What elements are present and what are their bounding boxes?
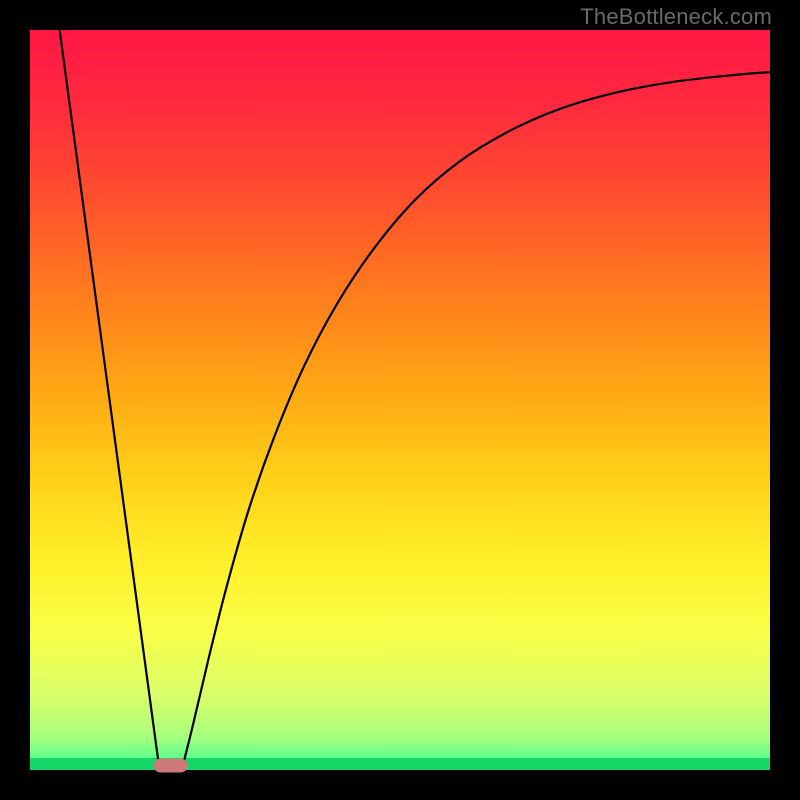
gradient-background [30, 30, 770, 770]
chart-container: TheBottleneck.com [0, 0, 800, 800]
watermark-text: TheBottleneck.com [580, 4, 772, 30]
bottom-green-band [30, 758, 770, 770]
bottleneck-chart [0, 0, 800, 800]
optimal-marker [154, 759, 188, 773]
